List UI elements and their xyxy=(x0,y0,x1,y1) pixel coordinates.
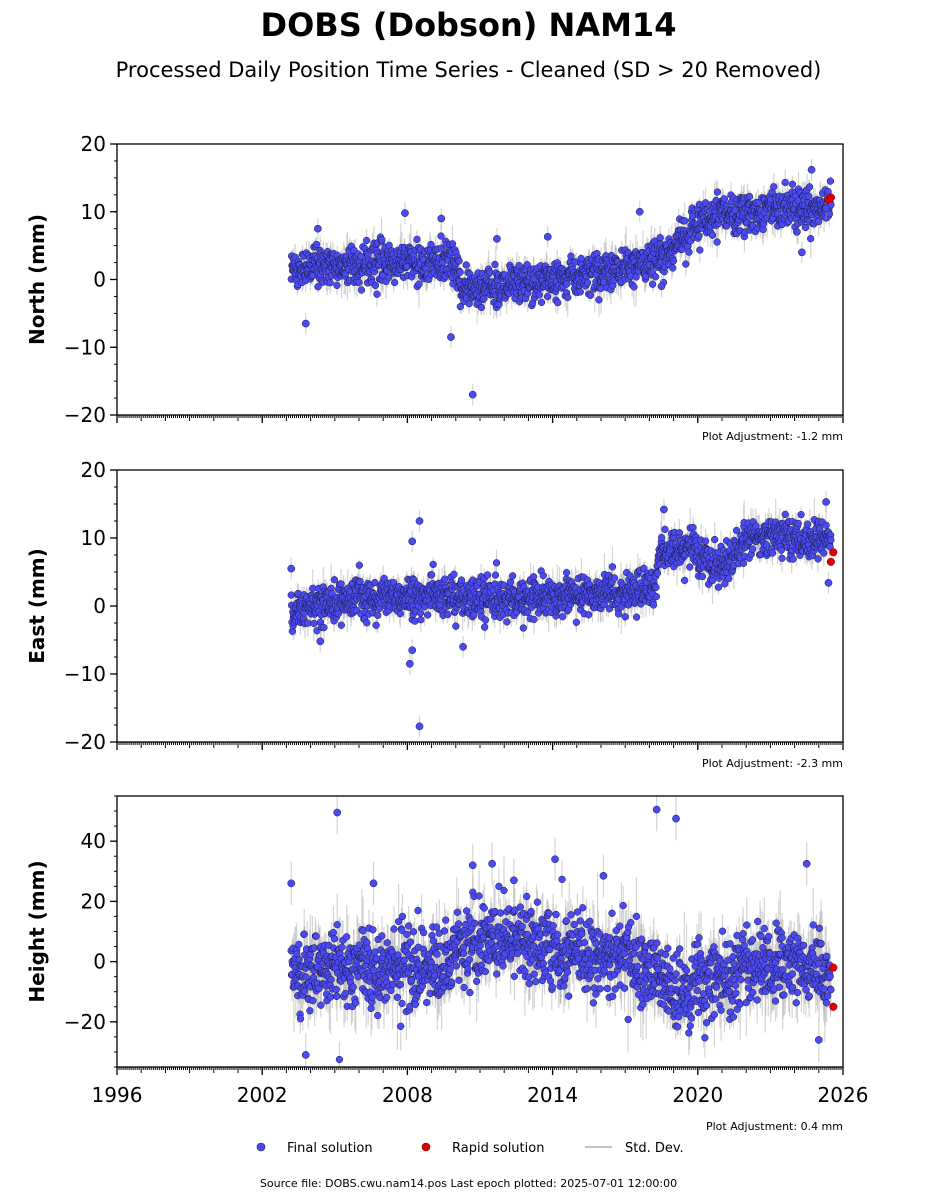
final-outlier-point xyxy=(635,207,644,216)
final-point xyxy=(708,231,717,239)
final-point xyxy=(669,257,678,265)
final-point xyxy=(415,280,423,288)
final-point xyxy=(486,268,494,276)
chart-title: DOBS (Dobson) NAM14 xyxy=(260,6,677,44)
final-point xyxy=(385,273,393,282)
final-point xyxy=(480,295,488,303)
final-outlier-point xyxy=(822,204,830,213)
final-point xyxy=(597,284,605,293)
final-point xyxy=(357,286,366,294)
final-outlier-point xyxy=(468,390,477,399)
final-point xyxy=(326,279,334,287)
final-point xyxy=(563,280,571,288)
final-point xyxy=(586,291,595,299)
final-point xyxy=(456,268,464,276)
final-point xyxy=(793,228,801,236)
final-point xyxy=(781,178,789,187)
rapid-point xyxy=(826,193,835,202)
final-point xyxy=(770,183,778,191)
y-axis-label: North (mm) xyxy=(25,214,49,345)
final-point xyxy=(491,260,499,269)
x-ticks xyxy=(116,415,844,423)
final-point xyxy=(805,183,814,191)
final-point xyxy=(826,177,835,185)
final-point xyxy=(682,260,690,268)
final-point xyxy=(801,223,810,232)
final-point xyxy=(554,298,562,307)
final-point xyxy=(537,298,546,306)
final-point xyxy=(669,264,677,272)
final-point xyxy=(437,232,445,240)
final-point xyxy=(465,300,473,308)
final-outlier-point xyxy=(447,333,455,341)
final-point xyxy=(788,180,797,188)
final-outlier-point xyxy=(657,282,666,291)
final-point xyxy=(373,290,381,298)
final-point xyxy=(713,238,721,246)
final-outlier-point xyxy=(401,209,409,217)
final-point xyxy=(807,235,815,243)
plot-area xyxy=(287,158,835,406)
final-point xyxy=(583,279,592,287)
final-outlier-point xyxy=(493,235,501,243)
final-point xyxy=(685,248,693,256)
final-point xyxy=(456,302,465,311)
final-outlier-point xyxy=(798,248,806,257)
y-tick-label: 0 xyxy=(93,268,106,292)
final-point xyxy=(304,619,312,627)
y-tick-label: 20 xyxy=(81,132,106,156)
final-point xyxy=(287,591,295,599)
final-point xyxy=(477,303,486,312)
final-point xyxy=(630,283,638,291)
plot-area xyxy=(287,491,838,738)
final-outlier-point xyxy=(807,165,816,174)
final-point xyxy=(696,246,704,254)
final-point xyxy=(695,232,703,240)
final-point xyxy=(576,288,584,296)
final-point xyxy=(713,188,722,196)
final-point xyxy=(312,240,321,249)
std-dev-bars xyxy=(290,497,832,643)
final-point xyxy=(543,292,552,301)
y-tick-label: −20 xyxy=(64,403,106,427)
final-point xyxy=(357,252,365,261)
final-point xyxy=(427,240,435,249)
final-point xyxy=(681,217,689,225)
final-solution-points xyxy=(287,510,835,635)
final-point xyxy=(701,199,710,207)
final-point xyxy=(355,278,363,287)
final-outlier-point xyxy=(543,232,552,241)
plot-adjustment: Plot Adjustment: -1.2 mm xyxy=(702,430,843,443)
final-point xyxy=(745,192,754,201)
final-point xyxy=(567,252,575,260)
final-point xyxy=(648,280,657,288)
final-point xyxy=(462,261,470,269)
final-solution-points xyxy=(287,177,835,312)
final-point xyxy=(314,283,322,291)
final-point xyxy=(413,235,421,244)
y-tick-label: 10 xyxy=(81,200,106,224)
final-point xyxy=(815,217,823,226)
final-point xyxy=(362,236,371,245)
final-point xyxy=(564,293,572,302)
final-outlier-point xyxy=(301,319,310,328)
final-point xyxy=(333,281,341,290)
final-point xyxy=(577,254,585,263)
final-point xyxy=(371,281,380,290)
y-tick-label: −10 xyxy=(64,335,106,359)
panel-1: −20 −10 0 10 20 North (mm) Plot Adjustment: -1… xyxy=(25,132,844,443)
final-point xyxy=(805,192,813,200)
final-outlier-point xyxy=(314,224,322,233)
final-point xyxy=(390,278,399,287)
final-point xyxy=(651,273,660,281)
chart-subtitle: Processed Daily Position Time Series - C… xyxy=(115,58,822,82)
final-point xyxy=(378,236,386,244)
final-point xyxy=(720,195,729,203)
final-outlier-point xyxy=(437,214,446,223)
final-point xyxy=(455,257,463,265)
final-point xyxy=(535,291,543,299)
final-point xyxy=(595,296,603,304)
